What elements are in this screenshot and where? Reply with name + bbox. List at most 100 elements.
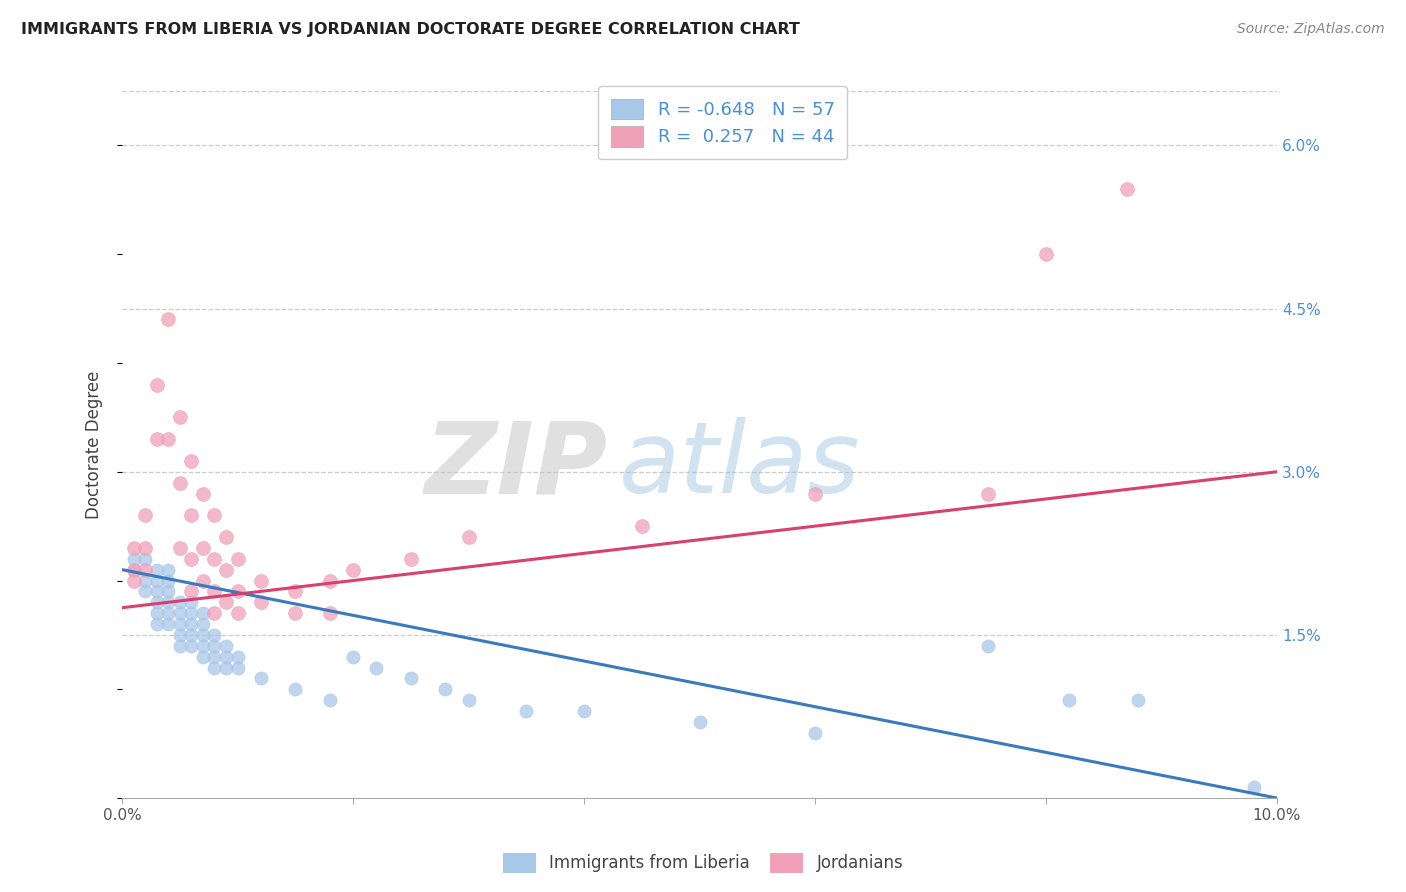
Point [134,584,156,599]
Point [804,726,827,740]
Point [180,639,202,653]
Point [157,617,180,632]
Point [191,606,214,620]
Point [804,486,827,500]
Point [134,574,156,588]
Point [342,563,364,577]
Text: IMMIGRANTS FROM LIBERIA VS JORDANIAN DOCTORATE DEGREE CORRELATION CHART: IMMIGRANTS FROM LIBERIA VS JORDANIAN DOC… [21,22,800,37]
Point [169,639,191,653]
Point [434,682,457,697]
Text: Source: ZipAtlas.com: Source: ZipAtlas.com [1237,22,1385,37]
Point [169,410,191,425]
Point [169,595,191,609]
Point [169,475,191,490]
Point [180,454,202,468]
Point [977,486,1000,500]
Point [191,649,214,664]
Point [191,486,214,500]
Legend: R = -0.648   N = 57, R =  0.257   N = 44: R = -0.648 N = 57, R = 0.257 N = 44 [598,86,848,160]
Point [977,639,1000,653]
Point [169,606,191,620]
Point [145,574,167,588]
Point [145,606,167,620]
Point [204,660,226,674]
Point [191,617,214,632]
Point [180,551,202,566]
Point [284,606,307,620]
Point [226,649,249,664]
Point [204,628,226,642]
Point [180,595,202,609]
Point [457,530,479,544]
Point [122,551,145,566]
Point [134,563,156,577]
Legend: Immigrants from Liberia, Jordanians: Immigrants from Liberia, Jordanians [496,847,910,880]
Point [689,714,711,729]
Point [215,649,238,664]
Point [145,432,167,446]
Point [215,530,238,544]
Point [342,649,364,664]
Point [122,574,145,588]
Point [226,551,249,566]
Point [145,563,167,577]
Point [515,704,537,718]
Point [145,595,167,609]
Point [134,541,156,555]
Point [122,563,145,577]
Point [157,312,180,326]
Point [180,584,202,599]
Point [226,606,249,620]
Point [169,617,191,632]
Point [169,628,191,642]
Point [319,693,342,707]
Point [157,574,180,588]
Point [399,551,422,566]
Point [122,563,145,577]
Point [457,693,479,707]
Point [122,541,145,555]
Point [284,682,307,697]
Point [157,595,180,609]
Point [1243,780,1265,794]
Point [249,574,271,588]
Point [134,508,156,523]
Point [204,606,226,620]
Point [145,584,167,599]
Point [204,584,226,599]
Point [180,628,202,642]
Point [1128,693,1150,707]
Point [249,672,271,686]
Point [169,541,191,555]
Point [572,704,595,718]
Point [204,649,226,664]
Point [157,606,180,620]
Point [134,551,156,566]
Point [1035,247,1057,261]
Point [249,595,271,609]
Point [145,377,167,392]
Point [191,574,214,588]
Point [319,574,342,588]
Y-axis label: Doctorate Degree: Doctorate Degree [86,370,103,519]
Point [191,639,214,653]
Point [226,584,249,599]
Point [157,432,180,446]
Point [226,660,249,674]
Point [284,584,307,599]
Point [319,606,342,620]
Point [215,595,238,609]
Point [180,508,202,523]
Point [399,672,422,686]
Point [1057,693,1080,707]
Point [204,639,226,653]
Point [157,563,180,577]
Point [204,551,226,566]
Point [215,660,238,674]
Point [204,508,226,523]
Point [630,519,652,533]
Text: ZIP: ZIP [425,417,607,515]
Point [215,639,238,653]
Text: atlas: atlas [619,417,860,515]
Point [145,617,167,632]
